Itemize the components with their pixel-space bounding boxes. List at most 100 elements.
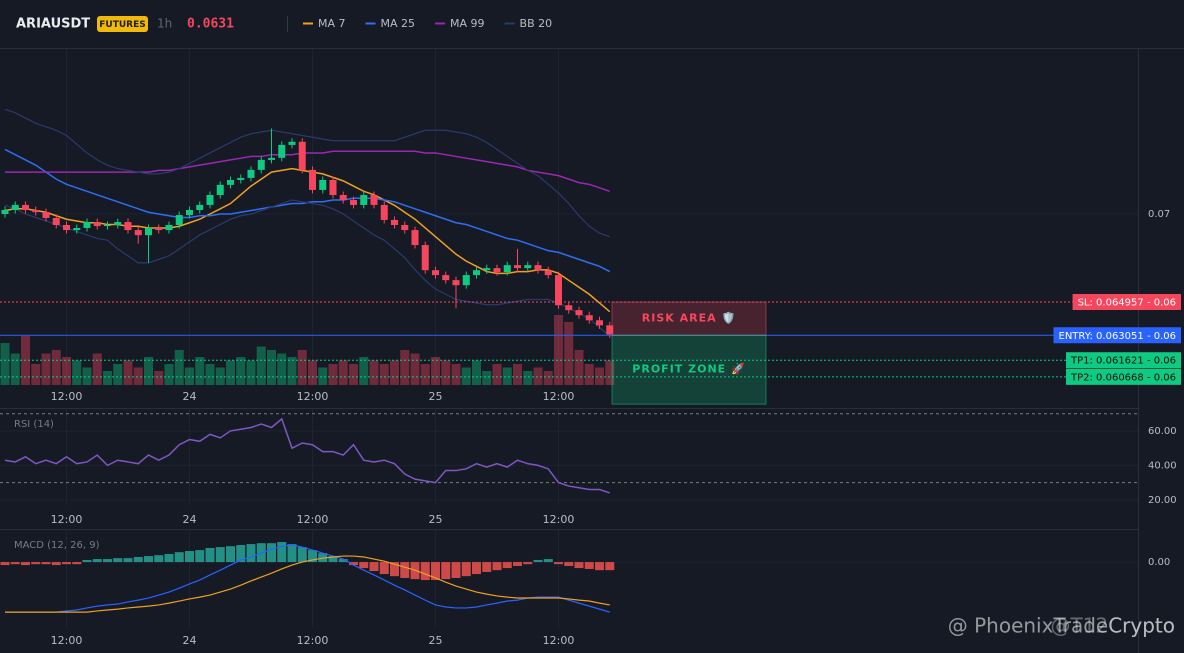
macd-bar [461,562,471,577]
volume-bar [51,350,61,385]
macd-bar [441,562,451,580]
volume-bar [103,371,112,385]
candle-body [514,265,521,269]
macd-bar [400,562,410,578]
candle-body [155,227,163,231]
volume-bar [441,360,451,385]
macd-bar [113,558,123,563]
x-tick-label: 12:00 [51,390,83,403]
macd-bar [215,547,225,563]
candle-body [298,141,306,170]
volume-bar [502,367,512,385]
macd-bar [185,550,194,563]
volume-bar [533,367,543,385]
macd-bar [492,562,502,571]
x-tick-label: 12:00 [297,634,329,647]
macd-bar [349,562,358,566]
macd-bar [584,562,594,569]
candle-body [493,268,501,273]
macd-bar [564,562,574,566]
volume-bar [318,367,328,385]
level-label-bg [1066,352,1181,369]
candle-body [565,305,573,311]
candle-body [83,222,91,228]
candle-body [503,265,511,273]
volume-bar [420,364,430,385]
macd-bar [103,559,112,563]
macd-bar [236,544,246,563]
candle-body [534,265,542,271]
volume-bar [574,350,584,385]
candle-body [247,169,255,178]
macd-bar [369,562,379,572]
candle-body [339,194,347,201]
macd-bar [92,559,102,563]
candle-body [73,227,81,231]
candle-body [257,159,265,170]
legend-label: MA 25 [381,17,416,30]
macd-bar [523,562,533,565]
macd-bar [10,562,20,565]
candle-body [473,270,480,276]
macd-bar [502,562,512,569]
candle-body [278,144,286,158]
candle-body [360,194,368,205]
candle-body [216,184,224,195]
candle-body [442,275,450,281]
macd-bar [451,562,461,578]
macd-bar [308,550,317,563]
candle-body [206,194,214,205]
candle-body [606,325,614,335]
volume-bar [256,346,266,385]
bb-lower [4,199,611,337]
x-tick-label: 12:00 [297,513,329,526]
macd-bar [390,562,399,577]
volume-bar [482,371,492,385]
badge: FUTURES [99,20,145,30]
candle-body [22,204,29,210]
legend-label: MA 7 [318,17,346,30]
candle-body [134,230,142,236]
candle-body [145,227,152,236]
volume-bar [0,343,10,385]
volume-bar [390,360,399,385]
volume-bar [308,360,317,385]
x-tick-label: 12:00 [543,513,575,526]
candle-body [288,141,296,145]
x-tick-label: 12:00 [543,634,575,647]
volume-bar [554,315,563,385]
volume-bar [133,367,143,385]
volume-bar [226,360,235,385]
candle-body [1,209,9,215]
macd-bar [287,544,297,563]
x-tick-label: 12:00 [543,390,575,403]
candle-body [370,194,378,205]
x-tick-label: 12:00 [297,390,329,403]
volume-bar [461,367,471,385]
macd-bar [543,559,553,563]
macd-bar [328,556,338,563]
volume-bar [31,364,41,385]
candle-body [380,204,388,220]
x-tick-label: 12:00 [51,634,83,647]
watermark: @T12Crypto [1051,614,1175,638]
legend-label: BB 20 [520,17,553,30]
macd-bar [123,558,133,563]
volume-bar [451,364,461,385]
volume-bar [513,364,522,385]
volume-bar [205,364,215,385]
volume-bar [584,364,594,385]
volume-bar [62,357,71,385]
zone [611,301,767,336]
candle-body [585,315,593,321]
candle-body [63,225,70,231]
macd-line [5,555,610,613]
macd-bar [205,547,215,563]
macd-bar [267,543,276,563]
rsi-line [4,417,610,494]
level-label-bg [1066,368,1181,385]
macd-bar [574,562,584,569]
